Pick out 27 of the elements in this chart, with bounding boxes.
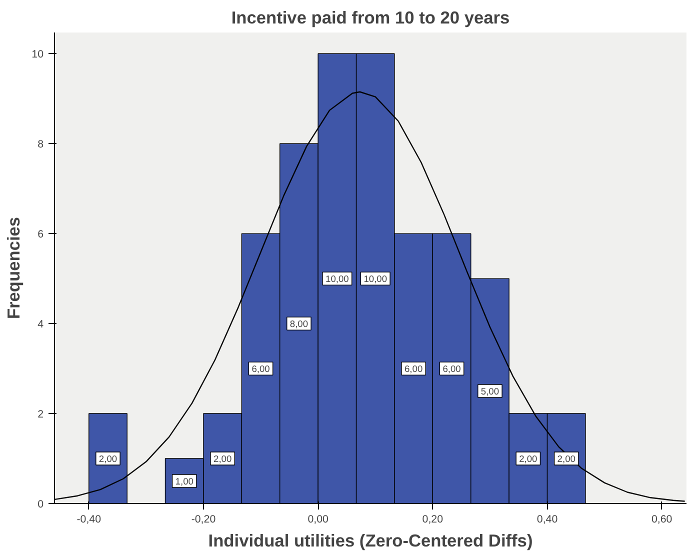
- data-label: 6,00: [442, 364, 461, 374]
- data-label: 10,00: [364, 274, 388, 284]
- x-tick-label: 0,40: [536, 514, 558, 526]
- y-tick-label: 10: [32, 48, 44, 61]
- data-label: 10,00: [326, 274, 349, 284]
- x-tick-label: -0,20: [191, 514, 216, 526]
- y-tick-label: 4: [38, 318, 44, 331]
- x-tick-label: 0,60: [651, 514, 672, 526]
- data-label: 2,00: [557, 454, 576, 464]
- data-label: 2,00: [214, 454, 232, 464]
- data-label: 5,00: [480, 386, 500, 397]
- data-label: 2,00: [519, 454, 538, 464]
- data-label: 2,00: [98, 454, 118, 464]
- y-tick-label: 2: [38, 408, 44, 421]
- y-tick-label: 8: [38, 138, 44, 151]
- y-tick-label: 0: [38, 498, 44, 510]
- data-label: 6,00: [252, 364, 270, 374]
- y-tick-label: 6: [38, 228, 44, 241]
- x-tick-label: 0,00: [308, 514, 329, 526]
- data-label: 1,00: [175, 476, 194, 487]
- y-axis-title: Frequencies: [4, 216, 24, 320]
- x-tick-label: 0,20: [422, 514, 444, 526]
- x-axis-title: Individual utilities (Zero-Centered Diffs): [208, 530, 533, 550]
- chart-title: Incentive paid from 10 to 20 years: [231, 8, 510, 28]
- data-label: 8,00: [290, 319, 308, 330]
- data-label: 6,00: [404, 364, 423, 374]
- x-tick-label: -0,40: [76, 514, 102, 526]
